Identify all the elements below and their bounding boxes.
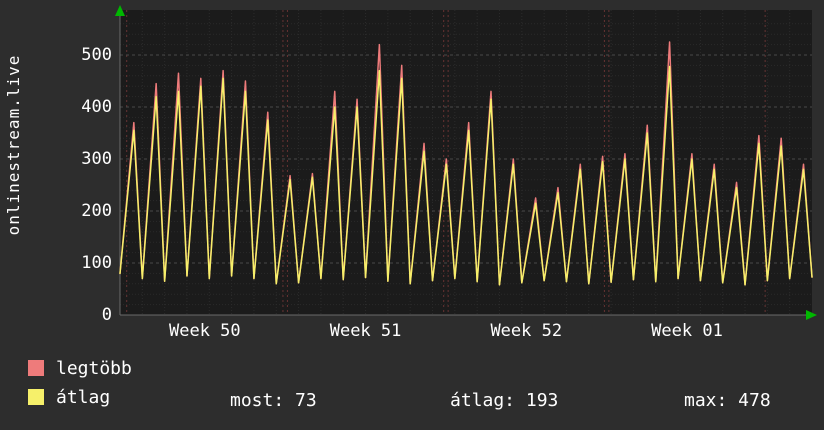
series-line-atlag (119, 65, 813, 286)
legend-label: átlag (56, 387, 111, 408)
x-axis-week-label: Week 52 (490, 321, 563, 341)
y-axis-tick-label: 300 (81, 149, 112, 169)
x-axis-week-label: Week 01 (651, 321, 723, 341)
y-axis-tick-label: 400 (81, 97, 112, 117)
legend-label: legtöbb (56, 358, 132, 379)
y-axis-tick-label: 100 (81, 253, 112, 273)
legend-swatch-icon (28, 389, 44, 405)
y-axis-tick-label: 500 (81, 45, 112, 65)
legend-swatch-icon (28, 360, 44, 376)
x-axis-week-label: Week 50 (168, 321, 241, 341)
stat-max: max: 478 (684, 390, 771, 411)
x-axis-week-label: Week 51 (329, 321, 402, 341)
stat-most: most: 73 (230, 390, 317, 411)
y-axis-arrow-icon (115, 5, 125, 16)
y-axis-tick-label: 200 (81, 201, 112, 221)
stat-atlag: átlag: 193 (450, 390, 559, 411)
x-axis-arrow-icon (806, 310, 817, 320)
y-axis-tick-label: 0 (101, 305, 112, 325)
